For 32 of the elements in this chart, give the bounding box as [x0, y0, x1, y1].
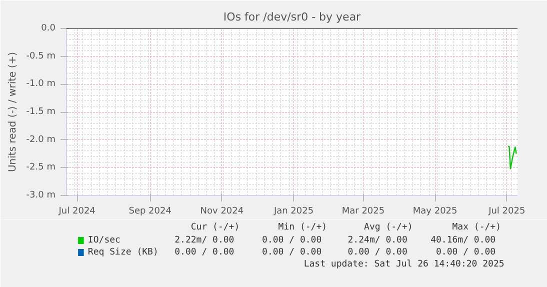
y-tick-label: -1.5 m [26, 107, 56, 117]
text: 40.16m/ 0.00 [430, 236, 496, 246]
text: Min (-/+) [278, 222, 328, 232]
text: Cur (-/+) [190, 222, 240, 232]
text: Max (-/+) [452, 222, 502, 232]
text: 0.00 / 0.00 [262, 236, 322, 246]
y-axis-title: Units read (-) / write (+) [7, 52, 18, 172]
line-series [507, 146, 517, 170]
y-tick-label: -3.0 m [26, 190, 56, 200]
legend-label: IO/sec [88, 236, 120, 246]
text: 0.00 / 0.00 [262, 248, 322, 258]
text: Last update: Sat Jul 26 14:40:20 2025 [304, 260, 504, 270]
x-tick-label: Jul 2025 [488, 206, 526, 216]
legend-label: Req Size (KB) [88, 248, 158, 258]
x-tick-label: Nov 2024 [200, 206, 244, 216]
y-tick-label: -0.5 m [26, 51, 56, 62]
text: 0.00 / 0.00 [174, 248, 234, 258]
text: 0.00 / 0.00 [348, 248, 408, 258]
x-tick-label: May 2025 [412, 206, 458, 216]
x-tick-label: Mar 2025 [342, 206, 385, 216]
text: 2.24m/ 0.00 [348, 236, 408, 246]
text: Avg (-/+) [364, 222, 413, 232]
y-tick-label: 0.0 [41, 24, 56, 34]
x-tick-label: Sep 2024 [128, 206, 172, 216]
y-tick-label: -2.0 m [26, 134, 56, 145]
text: 2.22m/ 0.00 [174, 236, 234, 246]
chart-title: IOs for /dev/sr0 - by year [223, 10, 362, 24]
x-tick-label: Jul 2024 [58, 206, 96, 216]
x-tick-label: Jan 2025 [272, 206, 314, 216]
text: 0.00 / 0.00 [436, 248, 496, 258]
y-tick-label: -2.5 m [26, 162, 56, 173]
y-tick-label: -1.0 m [26, 79, 56, 90]
